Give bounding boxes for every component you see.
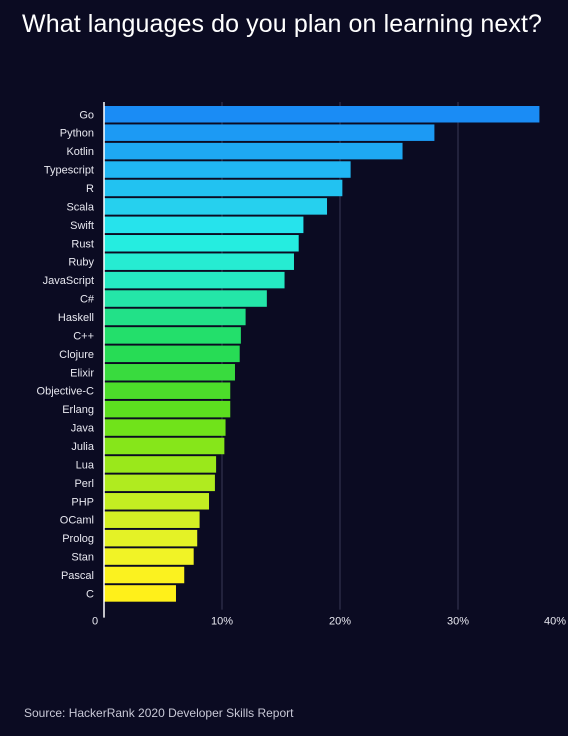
bar-clojure <box>104 345 240 363</box>
category-label: Haskell <box>58 312 94 324</box>
category-label: Go <box>79 109 94 121</box>
bar-series <box>104 106 540 602</box>
bar-scala <box>104 198 328 215</box>
bar-lua <box>104 456 217 473</box>
bar-stan <box>104 548 194 565</box>
bar-pascal <box>104 566 185 584</box>
category-label: Elixir <box>70 367 94 379</box>
category-label: Kotlin <box>66 146 94 158</box>
category-label: OCaml <box>60 515 94 527</box>
bar-perl <box>104 474 215 492</box>
category-label: Ruby <box>68 257 94 269</box>
category-label: Lua <box>76 459 95 471</box>
x-tick-label: 0 <box>92 616 98 628</box>
bar-go <box>104 106 540 123</box>
source-note: Source: HackerRank 2020 Developer Skills… <box>24 706 294 720</box>
x-tick-label: 30% <box>447 616 469 628</box>
bar-erlang <box>104 400 231 418</box>
category-label: Prolog <box>62 533 94 545</box>
gridlines <box>221 102 459 610</box>
bar-objective-c <box>104 382 231 399</box>
category-label: C <box>86 588 94 600</box>
category-label: Swift <box>70 220 94 232</box>
category-label: R <box>86 183 94 195</box>
x-tick-label: 40% <box>544 616 566 628</box>
bar-java <box>104 419 226 436</box>
bar-javascript <box>104 271 285 289</box>
x-tick-label: 10% <box>211 616 233 628</box>
x-tick-labels: 0 10% 20% 30% 40% <box>92 616 566 628</box>
category-label: Python <box>60 128 94 140</box>
bar-rust <box>104 235 299 252</box>
bar-typescript <box>104 161 351 178</box>
category-label: Julia <box>71 441 95 453</box>
category-label: Pascal <box>61 570 94 582</box>
bar-elixir <box>104 364 235 381</box>
bar-swift <box>104 216 304 234</box>
bar-php <box>104 493 210 510</box>
bar-c- <box>104 290 267 307</box>
category-label: Clojure <box>59 349 94 361</box>
chart-title: What languages do you plan on learning n… <box>22 10 543 38</box>
bar-julia <box>104 437 225 455</box>
bar-ruby <box>104 253 294 270</box>
category-label: C# <box>80 294 95 306</box>
bar-c <box>104 585 176 602</box>
category-label: Objective-C <box>37 386 95 398</box>
category-label: JavaScript <box>43 275 94 287</box>
category-label: Rust <box>71 238 94 250</box>
category-label: Erlang <box>62 404 94 416</box>
category-label: C++ <box>73 330 94 342</box>
x-tick-label: 20% <box>329 616 351 628</box>
category-label: Java <box>71 423 95 435</box>
category-label: PHP <box>71 496 94 508</box>
category-labels: Go Python Kotlin Typescript R Scala Swift Rust R… <box>37 109 95 600</box>
bar-prolog <box>104 529 198 547</box>
category-label: Typescript <box>44 165 94 177</box>
bar-kotlin <box>104 142 403 160</box>
bar-c- <box>104 327 241 344</box>
category-label: Scala <box>66 201 94 213</box>
bar-ocaml <box>104 511 200 528</box>
category-label: Stan <box>71 552 94 564</box>
bar-python <box>104 124 435 141</box>
category-label: Perl <box>74 478 94 490</box>
bar-haskell <box>104 308 246 326</box>
bar-r <box>104 179 343 197</box>
